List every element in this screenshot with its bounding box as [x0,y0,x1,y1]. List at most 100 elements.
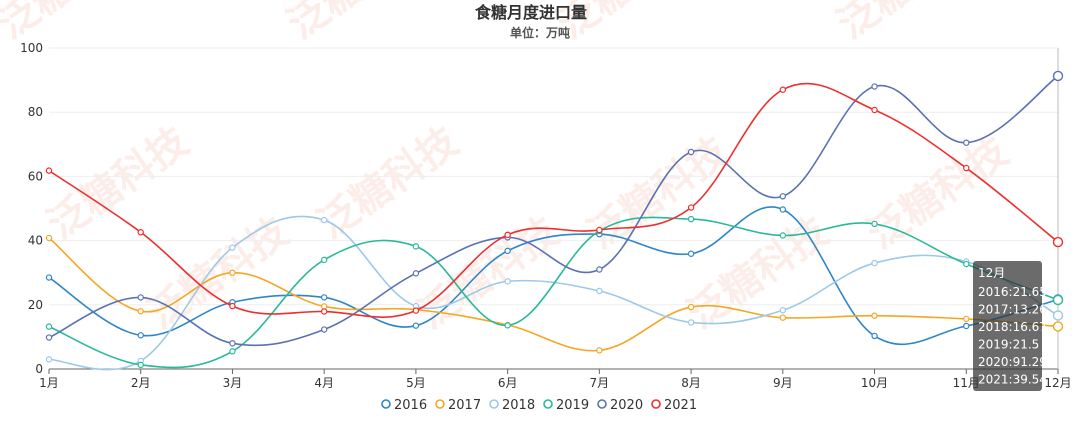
data-point[interactable] [320,256,328,264]
data-point[interactable] [320,303,328,310]
data-point[interactable] [320,216,328,224]
series-2017 [45,234,1064,354]
data-point[interactable] [504,231,511,239]
data-point[interactable] [137,308,144,315]
series-layer [45,70,1064,371]
legend-marker [597,399,607,409]
data-point[interactable] [412,322,420,329]
data-point[interactable] [45,323,53,330]
data-point[interactable] [596,347,603,354]
data-point[interactable] [963,139,970,146]
data-point[interactable] [504,278,511,285]
data-point[interactable] [963,322,970,330]
data-point[interactable] [229,348,236,355]
data-point[interactable] [1052,294,1064,306]
data-point[interactable] [504,247,511,255]
data-point[interactable] [45,274,53,281]
x-tick-label: 4月 [314,376,334,390]
data-point[interactable] [1052,321,1064,332]
data-point[interactable] [412,307,420,314]
watermark-layer: 泛糖科技泛糖科技泛糖科技泛糖科技泛糖科技泛糖科技泛糖科技泛糖科技泛糖科技泛糖科技… [0,0,1017,338]
x-tick-label: 8月 [681,376,701,390]
data-point[interactable] [137,229,144,236]
data-point[interactable] [596,226,603,234]
data-point[interactable] [963,315,970,323]
data-point[interactable] [687,303,695,311]
data-point[interactable] [137,332,144,339]
data-point[interactable] [45,167,53,174]
data-point[interactable] [779,206,787,213]
series-2018 [45,215,1064,371]
watermark-text: 泛糖科技 [279,0,436,48]
data-point[interactable] [779,314,787,321]
watermark-text: 泛糖科技 [679,209,836,338]
data-point[interactable] [687,148,695,156]
legend-label: 2020 [610,398,643,413]
grid-lines [49,47,1058,306]
data-point[interactable] [229,340,236,347]
data-point[interactable] [871,83,878,90]
tooltip-line: 2018:16.67 [978,320,1047,334]
legend-marker [489,399,499,409]
data-point[interactable] [1052,310,1064,321]
data-point[interactable] [779,193,787,200]
data-point[interactable] [229,302,236,310]
data-point[interactable] [229,244,236,251]
legend-item-2019[interactable]: 2019 [543,398,589,413]
legend-item-2021[interactable]: 2021 [651,398,697,413]
x-tick-label: 9月 [773,376,793,390]
y-tick-label: 40 [28,234,43,248]
chart-subtitle: 单位：万吨 [510,25,570,40]
data-point[interactable] [1052,236,1064,248]
data-point[interactable] [137,294,144,301]
data-point[interactable] [779,232,787,239]
data-point[interactable] [779,86,787,93]
x-tick-label: 5月 [406,376,426,390]
data-point[interactable] [45,356,53,363]
tooltip-header: 12月 [978,266,1005,280]
series-line [48,216,1059,369]
data-point[interactable] [412,243,420,250]
legend-item-2016[interactable]: 2016 [381,398,427,413]
x-tick-label: 6月 [498,376,518,390]
legend-marker [435,399,445,409]
data-point[interactable] [45,234,53,242]
data-point[interactable] [596,266,603,273]
data-point[interactable] [963,164,970,172]
data-point[interactable] [687,250,695,257]
tooltip-line: 2017:13.26 [978,303,1047,317]
data-point[interactable] [45,334,53,341]
data-point[interactable] [137,361,144,369]
x-tick-label: 7月 [590,376,610,390]
legend-label: 2021 [664,398,697,413]
data-point[interactable] [871,106,878,114]
data-point[interactable] [871,312,878,319]
data-point[interactable] [320,294,328,301]
data-point[interactable] [871,259,878,267]
data-point[interactable] [504,322,511,329]
watermark-text: 泛糖科技 [579,129,736,258]
data-point[interactable] [229,269,236,276]
data-point[interactable] [320,326,328,333]
legend-label: 2016 [394,398,427,413]
data-point[interactable] [320,308,328,315]
tooltip-line: 2019:21.5 [978,338,1039,352]
data-point[interactable] [779,307,787,314]
data-point[interactable] [412,270,420,277]
data-point[interactable] [1052,70,1064,82]
data-point[interactable] [871,332,878,340]
data-point[interactable] [687,215,695,223]
data-point[interactable] [687,319,695,326]
series-line [48,215,1059,371]
data-point[interactable] [596,287,603,295]
legend-item-2017[interactable]: 2017 [435,398,481,413]
tooltip: 12月 2016:21.65 2017:13.26 2018:16.67 2019:21… [973,261,1047,391]
data-point[interactable] [871,220,878,228]
tooltip-line: 2021:39.54 [978,373,1047,387]
legend-item-2020[interactable]: 2020 [597,398,643,413]
data-point[interactable] [963,260,970,268]
data-point[interactable] [687,204,695,211]
legend-item-2018[interactable]: 2018 [489,398,535,413]
